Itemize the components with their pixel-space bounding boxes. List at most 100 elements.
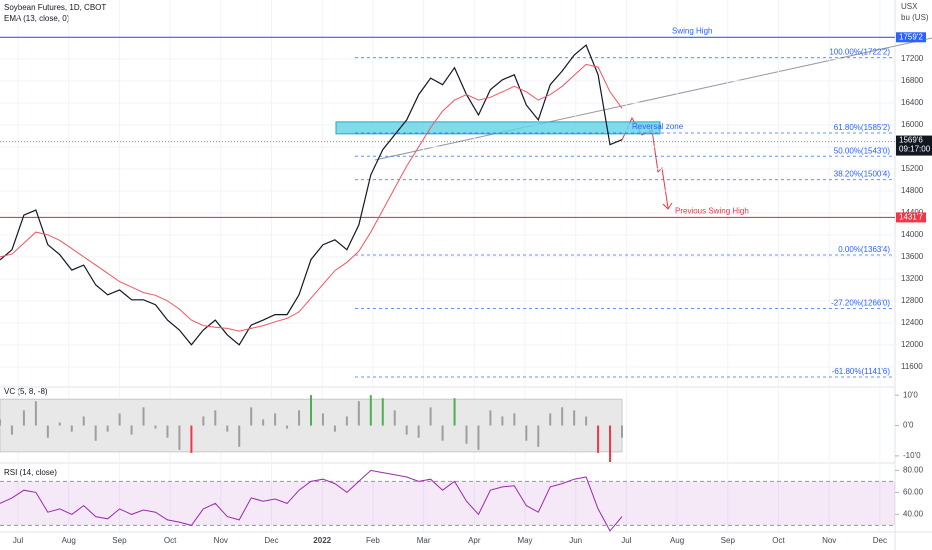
x-tick-label: 2022 <box>313 536 331 545</box>
vc-tick-label: -10'0 <box>903 451 921 460</box>
vc-bar <box>357 401 360 426</box>
price-tag-label: 1431'7 <box>899 213 923 222</box>
y-tick-label: 16000 <box>901 120 924 129</box>
x-tick-label: May <box>517 536 532 545</box>
x-tick-label: Feb <box>366 536 380 545</box>
vc-bar <box>166 425 169 438</box>
reversal-zone <box>335 121 661 135</box>
vc-bar <box>190 425 193 453</box>
x-tick-label: Dec <box>873 536 887 545</box>
vc-bar <box>250 407 253 426</box>
y-tick-label: 13600 <box>901 252 924 261</box>
level-label: Previous Swing High <box>675 207 749 216</box>
vc-bar <box>274 413 277 426</box>
vc-bar <box>22 410 25 426</box>
vc-tick-label: 0'0 <box>903 421 914 430</box>
vc-bar <box>262 419 265 426</box>
x-tick-label: Sep <box>112 536 127 545</box>
x-tick-label: Aug <box>670 536 684 545</box>
x-tick-label: Jul <box>13 536 23 545</box>
vc-bar <box>321 413 324 426</box>
price-tag <box>896 135 932 156</box>
rsi-title: RSI (14, close) <box>4 468 57 477</box>
vc-tick-label: 10'0 <box>903 390 918 399</box>
vc-bar <box>561 407 564 426</box>
price-tag-label: 1759'2 <box>899 32 923 41</box>
vc-bar <box>597 425 600 453</box>
y-tick-label: 12400 <box>901 318 924 327</box>
vc-bar <box>94 425 97 441</box>
vc-bar <box>310 395 312 426</box>
x-tick-label: Apr <box>468 536 481 545</box>
vc-bar <box>441 425 444 441</box>
unit: bu (US) <box>901 13 929 22</box>
y-tick-label: 12000 <box>901 340 924 349</box>
vc-bar <box>58 422 61 426</box>
fib-label: 0.00%(1363'4) <box>838 245 890 254</box>
vc-bar <box>429 407 432 426</box>
vc-bar <box>226 425 229 432</box>
vc-bar <box>513 413 516 426</box>
vc-bar <box>477 425 480 450</box>
y-tick-label: 14800 <box>901 186 924 195</box>
x-tick-label: Nov <box>214 536 228 545</box>
vc-bar <box>393 410 396 426</box>
vc-bar <box>118 413 121 426</box>
vc-bar <box>405 425 408 435</box>
x-tick-label: Mar <box>417 536 431 545</box>
x-tick-label: Oct <box>772 536 785 545</box>
x-tick-label: Aug <box>62 536 76 545</box>
vc-bar <box>453 398 456 426</box>
vc-bar <box>0 419 1 426</box>
x-tick-label: Jul <box>621 536 631 545</box>
y-tick-label: 12800 <box>901 296 924 305</box>
level-label: Swing High <box>672 26 712 35</box>
x-tick-label: Jun <box>569 536 582 545</box>
vc-bar <box>573 410 576 426</box>
rsi-tick-label: 60.00 <box>903 488 924 497</box>
vc-bar <box>46 425 49 438</box>
x-tick-label: Sep <box>721 536 736 545</box>
vc-title: VC (5, 8, -8) <box>4 387 48 396</box>
rsi-band <box>0 481 895 526</box>
vc-bar <box>286 425 289 429</box>
fib-label: 100.00%(1722'2) <box>829 48 890 57</box>
countdown: 09:17:00 <box>899 145 931 154</box>
vc-bar <box>10 425 13 435</box>
rsi-tick-label: 80.00 <box>903 466 924 475</box>
currency: USX <box>901 2 918 11</box>
x-tick-label: Oct <box>164 536 177 545</box>
vc-bar <box>70 425 73 432</box>
vc-bar <box>621 425 623 438</box>
price-tag <box>896 212 926 223</box>
fib-label: 61.80%(1585'2) <box>834 123 891 132</box>
fib-label: -61.80%(1141'6) <box>832 367 891 376</box>
y-tick-label: 14000 <box>901 230 924 239</box>
zone-label: Reversal zone <box>632 122 684 131</box>
fib-label: 38.20%(1500'4) <box>834 170 891 179</box>
vc-bar <box>525 425 528 441</box>
y-tick-label: 16800 <box>901 76 924 85</box>
vc-bar <box>345 416 348 426</box>
chart-title: Soybean Futures, 1D, CBOT <box>4 3 106 12</box>
vc-bar <box>585 416 588 426</box>
vc-bar <box>609 425 612 462</box>
vc-bar <box>381 398 384 426</box>
fib-label: 50.00%(1543'0) <box>834 146 891 155</box>
vc-bar <box>106 425 109 432</box>
vc-bar <box>154 425 157 429</box>
projection-arrow <box>662 202 673 210</box>
price-line <box>0 44 623 346</box>
rsi-tick-label: 40.00 <box>903 510 924 519</box>
price-tag <box>896 32 926 43</box>
trend-line <box>374 37 932 161</box>
vc-bar <box>537 425 540 447</box>
y-tick-label: 13200 <box>901 274 924 283</box>
rsi-line <box>0 469 623 532</box>
last-price-label: 1569'6 <box>899 136 923 145</box>
vc-bar <box>34 401 37 426</box>
vc-bar <box>489 410 492 426</box>
x-tick-label: Nov <box>822 536 836 545</box>
